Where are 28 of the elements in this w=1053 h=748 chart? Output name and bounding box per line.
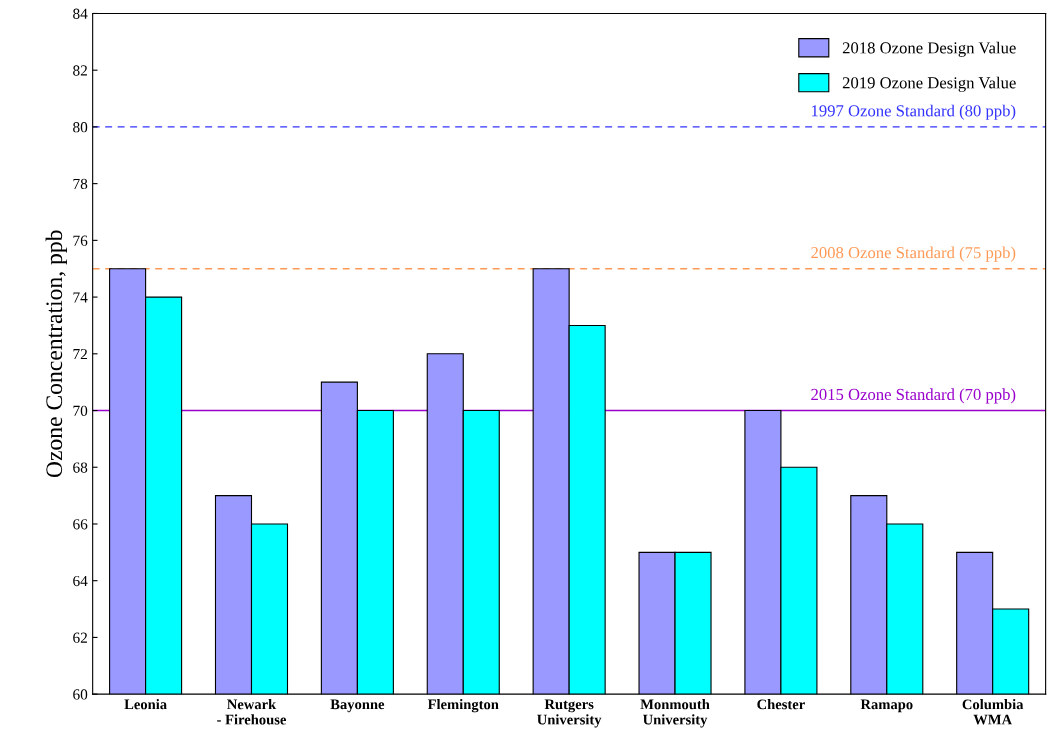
x-tick-label: Leonia xyxy=(124,699,167,710)
x-tick-label: Bayonne xyxy=(330,699,385,713)
legend-label: 2018 Ozone Design Value xyxy=(842,41,1016,57)
x-tick-label: Newark - Firehouse xyxy=(217,699,287,725)
x-tick-label: Ramapo xyxy=(860,699,913,713)
y-tick-label: 84 xyxy=(73,8,88,19)
x-tick-label: Flemington xyxy=(427,699,499,713)
ref-line-label: 2008 Ozone Standard (75 ppb) xyxy=(811,246,1016,262)
y-tick-label: 60 xyxy=(73,689,88,700)
y-tick-label: 76 xyxy=(73,235,88,246)
y-tick-label: 82 xyxy=(73,65,87,76)
y-tick-label: 70 xyxy=(73,405,88,416)
x-tick-label: Chester xyxy=(757,699,805,710)
ref-line-label: 1997 Ozone Standard (80 ppb) xyxy=(811,104,1016,120)
y-axis-title: Ozone Concentration, ppb xyxy=(45,230,67,478)
y-tick-label: 78 xyxy=(73,178,88,190)
y-tick-label: 66 xyxy=(73,519,88,530)
y-tick-label: 64 xyxy=(73,575,88,587)
y-tick-label: 62 xyxy=(73,632,87,643)
x-tick-label: Rutgers University xyxy=(537,699,602,728)
y-tick-label: 74 xyxy=(73,292,88,303)
legend-label: 2019 Ozone Design Value xyxy=(842,76,1016,92)
y-tick-label: 68 xyxy=(73,462,88,473)
x-tick-label: Monmouth University xyxy=(640,699,710,728)
ref-line-label: 2015 Ozone Standard (70 ppb) xyxy=(811,388,1016,404)
y-tick-label: 80 xyxy=(73,122,88,133)
x-tick-label: Columbia WMA xyxy=(962,699,1024,725)
y-tick-label: 72 xyxy=(73,348,87,360)
